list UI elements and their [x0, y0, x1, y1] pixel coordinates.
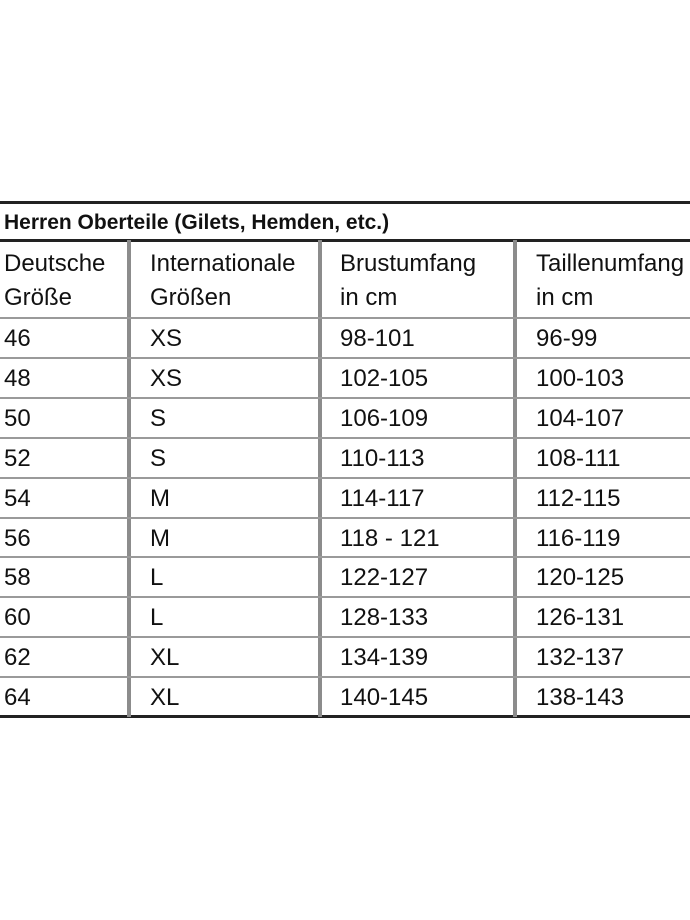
table-bottom-border [0, 715, 690, 718]
table-cell: 100-103 [536, 364, 625, 392]
table-cell: S [150, 404, 167, 432]
row-divider [0, 436, 690, 439]
table-cell: 134-139 [340, 644, 429, 672]
table-cell: 48 [4, 364, 31, 392]
table-cell: 140-145 [340, 684, 429, 712]
title-border [0, 239, 690, 242]
table-cell: 52 [4, 444, 31, 472]
table-cell: 46 [4, 325, 31, 352]
table-cell: XL [150, 684, 180, 712]
table-cell: 64 [4, 684, 31, 712]
table-cell: 120-125 [536, 564, 625, 592]
table-cell: 128-133 [340, 604, 429, 632]
table-cell: L [150, 564, 164, 592]
row-divider [0, 317, 690, 319]
column-header: Größe [4, 284, 73, 311]
row-divider [0, 596, 690, 599]
table-cell: 118 - 121 [340, 524, 440, 552]
table-cell: 108-111 [536, 444, 621, 472]
column-header: in cm [536, 284, 594, 311]
table-cell: XS [150, 364, 183, 392]
table-cell: 122-127 [340, 564, 429, 592]
table-cell: 110-113 [340, 444, 425, 472]
table-cell: 58 [4, 564, 31, 592]
table-cell: XL [150, 644, 180, 672]
table-cell: 112-115 [536, 484, 621, 512]
table-cell: 56 [4, 524, 31, 552]
row-divider [0, 676, 690, 679]
column-header: Deutsche [4, 250, 106, 277]
row-divider [0, 516, 690, 519]
column-header: Größen [150, 284, 232, 311]
column-header: Taillenumfang [536, 250, 685, 277]
table-cell: 62 [4, 644, 31, 672]
row-divider [0, 356, 690, 359]
table-cell: 50 [4, 404, 31, 432]
column-header: in cm [340, 284, 398, 311]
row-divider [0, 476, 690, 479]
table-cell: S [150, 444, 167, 472]
table-top-border [0, 201, 690, 204]
table-title: Herren Oberteile (Gilets, Hemden, etc.) [4, 211, 390, 234]
row-divider [0, 636, 690, 639]
table-cell: 102-105 [340, 364, 429, 392]
table-cell: M [150, 484, 170, 512]
table-cell: 54 [4, 484, 31, 512]
table-cell: L [150, 604, 164, 632]
table-cell: 126-131 [536, 604, 625, 632]
column-header: Internationale [150, 250, 296, 277]
table-cell: 138-143 [536, 684, 625, 712]
row-divider [0, 396, 690, 399]
table-cell: M [150, 524, 170, 552]
table-cell: 98-101 [340, 325, 415, 352]
table-cell: 114-117 [340, 484, 425, 512]
table-cell: 132-137 [536, 644, 625, 672]
table-cell: XS [150, 325, 183, 352]
table-cell: 60 [4, 604, 31, 632]
column-header: Brustumfang [340, 250, 477, 277]
table-cell: 104-107 [536, 404, 625, 432]
table-cell: 96-99 [536, 325, 598, 352]
row-divider [0, 556, 690, 559]
table-cell: 106-109 [340, 404, 429, 432]
table-cell: 116-119 [536, 524, 621, 552]
